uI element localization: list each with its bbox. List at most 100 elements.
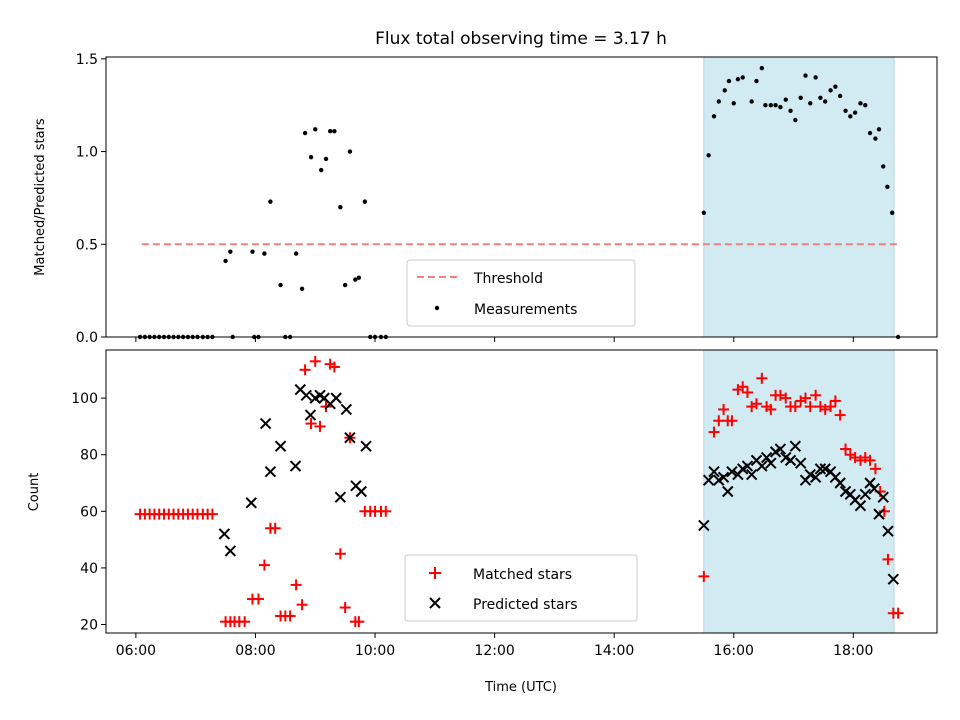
bottom-plot-frame [105,349,938,634]
measurement-point [754,78,759,84]
predicted-star-point [702,474,715,486]
measurement-point [808,101,813,106]
measurement-point [880,164,886,169]
predicted-star-point [355,485,367,498]
matched-star-point [726,415,738,427]
measurement-point [873,136,878,141]
predicted-star-point [765,457,777,469]
measurement-point [268,199,273,204]
measurement-point [759,65,765,71]
measurement-point [332,128,337,134]
y-axis-label: Matched/Predicted stars [33,118,48,276]
measurement-point [783,97,788,102]
measurement-point [299,286,305,291]
predicted-star-point [789,440,802,452]
matched-star-point [737,381,749,393]
matched-star-point [239,616,251,628]
x-tick-label: 12:00 [474,643,514,659]
predicted-star-point [882,525,894,537]
x-tick-label: 14:00 [594,643,634,659]
y-axis-label: Count [27,473,42,512]
predicted-star-point [859,488,871,501]
measurement-point [763,103,768,108]
measurement-point [308,154,314,160]
predicted-star-point [330,392,342,404]
measurement-point [768,103,773,108]
measurement-point [293,251,299,256]
matched-star-point [750,398,762,410]
measurement-point [356,275,362,280]
y-tick-label: 100 [71,391,98,407]
predicted-star-point [873,508,885,520]
measurement-point [823,99,828,104]
top-panel: Flux total observing time = 3.17 h Match… [33,29,938,346]
measurement-point [818,95,823,100]
matched-star-point [708,426,720,438]
predicted-star-point [708,465,720,478]
predicted-legend-swatch [429,597,441,609]
matched-star-point [305,418,317,430]
measurement-point [803,73,808,78]
measurement-point [813,75,818,80]
top-legend: Threshold Measurements [406,259,636,327]
predicted-star-point [340,403,353,416]
matched-star-point [284,610,296,622]
matched-star-point [756,372,768,384]
predicted-star-point [304,409,317,421]
predicted-star-point [784,454,797,467]
measurement-point [848,114,853,119]
y-tick-label: 0.0 [76,330,98,346]
predicted-star-point [760,451,773,464]
matched-star-point [829,395,841,407]
matched-star-point [834,409,846,421]
measurement-point [701,210,707,215]
measurement-point [342,282,348,288]
y-tick-label: 0.5 [76,237,98,253]
y-tick-label: 40 [80,561,98,577]
y-tick-label: 20 [80,618,98,634]
x-axis-label: Time (UTC) [484,680,557,695]
matched-star-point [380,505,392,517]
matched-star-point [206,508,218,520]
measurement-point [788,108,793,113]
predicted-star-point [809,471,822,484]
predicted-star-point [864,477,876,489]
predicted-star-point [834,477,846,489]
y-tick-label: 1.0 [76,145,98,161]
measurement-point [262,251,267,256]
matched-star-point [718,403,730,415]
measurement-point [793,117,798,123]
measurement-point [735,77,741,82]
predicted-star-point [224,545,237,557]
predicted-star-point [804,468,816,481]
y-tick-label: 80 [80,448,98,464]
x-tick-label: 08:00 [235,643,275,659]
measurement-point [302,130,308,136]
predicted-star-point [274,440,287,452]
measurement-point [798,95,803,100]
y-tick-label: 60 [80,504,98,520]
matched-star-point [334,548,346,560]
measurement-point [347,149,353,154]
matched-star-point [789,401,801,413]
measurement-point [323,156,329,162]
matched-legend-swatch [429,567,441,579]
matched-legend-label: Matched stars [473,567,572,583]
matched-star-point [825,401,837,413]
measurement-point [843,108,848,113]
matched-star-point [804,401,816,413]
predicted-star-point [698,519,710,532]
matched-star-point [799,392,811,404]
matched-star-point [780,392,792,404]
chart-title: Flux total observing time = 3.17 h [375,29,667,49]
measurement-point [362,199,368,204]
predicted-star-point [756,460,768,472]
matched-star-point [296,599,308,611]
predicted-star-point [245,497,257,509]
x-tick-label: 16:00 [714,643,754,659]
observing-window-shade [703,349,895,634]
measurement-point [778,104,783,110]
predicted-star-point [360,440,372,452]
matched-star-point [269,522,281,534]
